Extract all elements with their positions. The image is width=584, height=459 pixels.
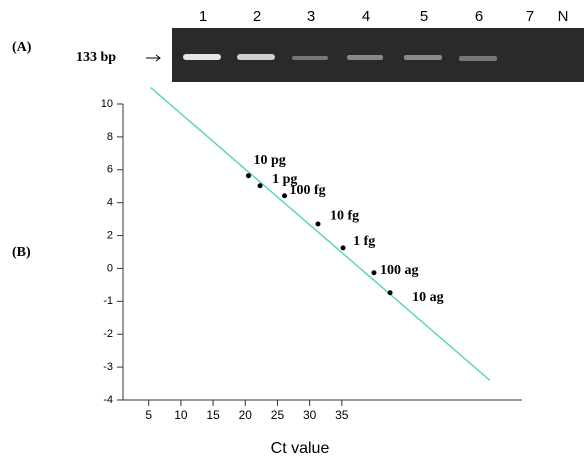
y-tick-label: 2 [107, 229, 113, 241]
lane-label: N [558, 8, 569, 25]
point [246, 173, 251, 178]
panel-label: (B) [12, 245, 31, 260]
y-tick-label: 10 [101, 98, 113, 110]
lane-label: 5 [420, 8, 428, 25]
point-label: 10 ag [412, 290, 444, 305]
point [371, 270, 376, 275]
y-tick-label: -3 [103, 361, 113, 373]
lane-label: 3 [307, 8, 315, 25]
x-tick-label: 5 [145, 408, 152, 422]
point-label: 10 pg [253, 153, 285, 168]
y-tick-label: 4 [107, 197, 113, 209]
band [183, 54, 221, 60]
figure: (A) (B) 133 bp 1234567N 1086420-1-2-3-45… [0, 0, 584, 459]
lane-labels: 1 2 3 4 5 6 7 N [199, 8, 569, 25]
lane-label: 4 [362, 8, 370, 25]
band [347, 55, 383, 60]
point-label: 1 fg [353, 234, 375, 249]
point-label: 100 ag [380, 263, 419, 278]
point [282, 193, 287, 198]
panel-label: (A) [12, 40, 32, 55]
y-tick-label: 0 [107, 262, 113, 274]
marker-label: 133 bp [76, 50, 116, 65]
point [341, 245, 346, 250]
band [237, 54, 275, 60]
point-label: 10 fg [330, 208, 359, 223]
point-label: 100 fg [290, 183, 326, 198]
x-tick-label: 15 [206, 408, 220, 422]
point [258, 183, 263, 188]
lane-label: 7 [526, 8, 534, 25]
lane-label: 1 [199, 8, 207, 25]
y-tick-label: 8 [107, 131, 113, 143]
fit-line [151, 88, 490, 381]
x-axis-title: Ct value [271, 440, 330, 457]
marker-arrow [146, 55, 160, 61]
x-tick-label: 35 [335, 408, 349, 422]
x-tick-label: 30 [303, 408, 317, 422]
y-tick-label: -2 [103, 328, 113, 340]
point [315, 222, 320, 227]
x-tick-label: 25 [271, 408, 285, 422]
x-tick-label: 10 [174, 408, 188, 422]
y-tick-label: 6 [107, 164, 113, 176]
point [388, 290, 393, 295]
y-tick-label: -1 [103, 295, 113, 307]
lane-label: 2 [253, 8, 261, 25]
band [459, 56, 497, 61]
band [404, 55, 442, 60]
y-tick-label: -4 [103, 394, 113, 406]
band [292, 56, 328, 60]
lane-label: 6 [475, 8, 483, 25]
x-tick-label: 20 [239, 408, 253, 422]
